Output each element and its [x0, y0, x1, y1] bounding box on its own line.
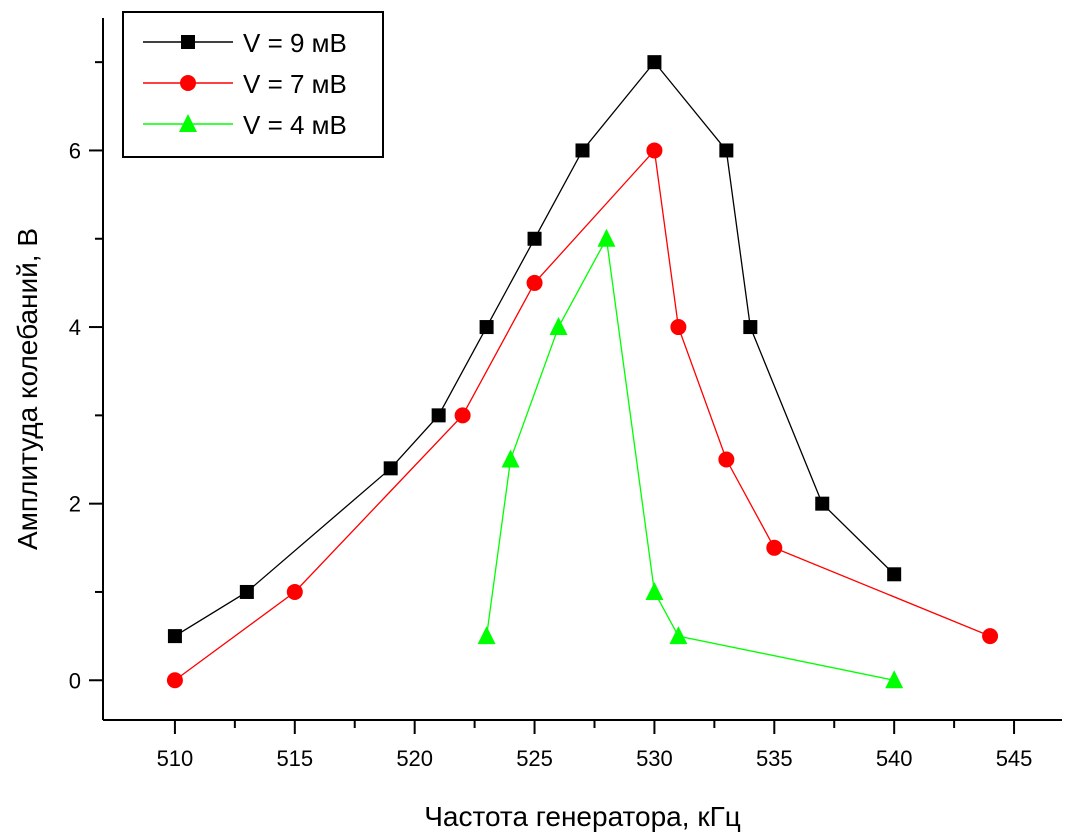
series-layer: [166, 55, 999, 689]
data-point: [669, 626, 688, 645]
data-point: [575, 143, 590, 158]
x-tick-label: 545: [996, 746, 1033, 771]
axes: [102, 18, 1062, 721]
data-point: [431, 408, 446, 423]
y-tick-label: 0: [69, 668, 81, 693]
y-tick-label: 4: [69, 315, 81, 340]
x-tick-label: 515: [276, 746, 313, 771]
data-point: [239, 584, 254, 599]
data-point: [766, 539, 783, 556]
data-point: [549, 317, 568, 336]
legend-label: V = 4 мВ: [243, 110, 347, 140]
data-point: [166, 672, 183, 689]
x-tick-label: 520: [396, 746, 433, 771]
y-ticks: 0 2 4 6: [69, 61, 103, 693]
series-line: [174, 61, 895, 637]
legend-item: V = 9 мВ: [143, 28, 347, 58]
data-point: [646, 142, 663, 159]
legend-item: V = 7 мВ: [143, 69, 347, 99]
data-point: [645, 581, 664, 600]
data-point: [477, 626, 496, 645]
data-point: [286, 583, 303, 600]
series-line: [485, 236, 895, 681]
data-point: [647, 55, 662, 70]
data-point: [718, 451, 735, 468]
legend-marker: [181, 35, 195, 49]
data-point: [501, 449, 520, 468]
data-point: [670, 319, 687, 336]
x-ticks: 510 515 520 525 530 535 540 545: [157, 720, 1033, 771]
y-tick-label: 2: [69, 492, 81, 517]
legend: V = 9 мВ V = 7 мВ V = 4 мВ: [122, 11, 384, 158]
legend-box: [122, 11, 384, 158]
y-axis-title: Амплитуда колебаний, В: [12, 228, 43, 550]
data-point: [527, 231, 542, 246]
data-point: [383, 461, 398, 476]
data-point: [885, 670, 904, 689]
y-tick-label: 6: [69, 138, 81, 163]
x-tick-label: 525: [516, 746, 553, 771]
data-point: [479, 320, 494, 335]
legend-label: V = 9 мВ: [243, 28, 347, 58]
x-tick-label: 530: [636, 746, 673, 771]
data-point: [982, 628, 999, 645]
series-1: [167, 55, 902, 644]
x-axis-title: Частота генератора, кГц: [424, 801, 741, 832]
series-3: [477, 228, 904, 689]
legend-marker: [180, 75, 196, 91]
legend-marker: [179, 114, 197, 132]
data-point: [815, 496, 830, 511]
legend-item: V = 4 мВ: [143, 110, 347, 140]
legend-label: V = 7 мВ: [243, 69, 347, 99]
x-tick-label: 510: [157, 746, 194, 771]
data-point: [167, 629, 182, 644]
data-point: [454, 407, 471, 424]
x-tick-label: 540: [876, 746, 913, 771]
series-line: [174, 148, 991, 681]
x-tick-label: 535: [756, 746, 793, 771]
data-point: [743, 320, 758, 335]
data-point: [526, 274, 543, 291]
data-point: [597, 228, 616, 247]
series-2: [166, 142, 999, 689]
data-point: [719, 143, 734, 158]
data-point: [887, 567, 902, 582]
